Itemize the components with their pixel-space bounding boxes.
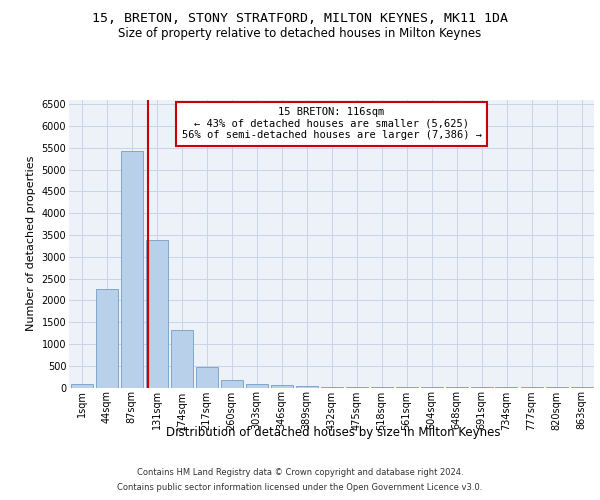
Bar [320,386,343,388]
Text: 15, BRETON, STONY STRATFORD, MILTON KEYNES, MK11 1DA: 15, BRETON, STONY STRATFORD, MILTON KEYN… [92,12,508,26]
Bar [95,288,118,388]
Text: 15 BRETON: 116sqm
← 43% of detached houses are smaller (5,625)
56% of semi-detac: 15 BRETON: 116sqm ← 43% of detached hous… [182,107,482,140]
Bar [271,385,293,388]
Bar [196,366,218,388]
Text: Size of property relative to detached houses in Milton Keynes: Size of property relative to detached ho… [118,28,482,40]
Bar [146,240,167,388]
Bar [221,380,242,388]
Text: Contains public sector information licensed under the Open Government Licence v3: Contains public sector information licen… [118,483,482,492]
Text: Contains HM Land Registry data © Crown copyright and database right 2024.: Contains HM Land Registry data © Crown c… [137,468,463,477]
Y-axis label: Number of detached properties: Number of detached properties [26,156,36,332]
Bar [71,384,92,388]
Text: Distribution of detached houses by size in Milton Keynes: Distribution of detached houses by size … [166,426,500,439]
Bar [245,384,268,388]
Bar [296,386,317,388]
Bar [346,387,367,388]
Bar [121,151,143,388]
Bar [170,330,193,388]
